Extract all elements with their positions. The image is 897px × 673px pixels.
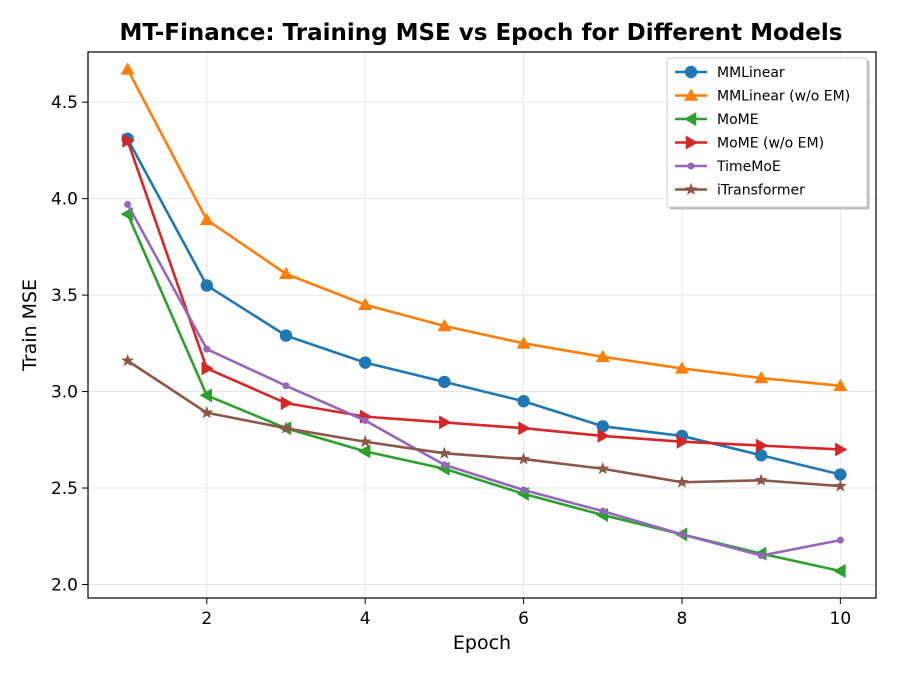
data-point	[440, 461, 448, 469]
data-point	[516, 336, 531, 349]
y-axis-label: Train MSE	[19, 279, 41, 372]
data-point	[279, 421, 293, 434]
data-point	[675, 475, 689, 488]
legend-label: MMLinear (w/o EM)	[717, 89, 850, 105]
legend-item: MoME (w/o EM)	[675, 135, 824, 152]
x-tick-label: 4	[360, 609, 371, 629]
data-point	[439, 415, 452, 430]
data-point	[278, 266, 293, 280]
data-point	[678, 530, 686, 538]
data-point	[361, 417, 369, 425]
series-mmlinear-w-o-em	[120, 62, 848, 392]
series-timemoe	[124, 200, 844, 560]
legend-item: MoME	[675, 112, 759, 128]
legend-label: MoME (w/o EM)	[717, 136, 824, 152]
data-point	[674, 361, 689, 374]
data-point	[200, 405, 214, 419]
data-point	[833, 479, 847, 492]
data-point	[358, 444, 371, 459]
data-point	[757, 552, 765, 560]
data-point	[437, 318, 452, 332]
data-point	[358, 434, 372, 448]
legend-label: iTransformer	[717, 183, 805, 199]
y-tick-label: 3.0	[51, 383, 78, 403]
y-tick-label: 2.5	[51, 479, 78, 499]
legend-swatch-marker	[685, 135, 698, 150]
data-point	[520, 486, 528, 494]
data-point	[517, 395, 530, 408]
chart-title: MT-Finance: Training MSE vs Epoch for Di…	[120, 20, 843, 46]
y-tick-label: 4.5	[51, 93, 78, 113]
data-point	[599, 507, 607, 515]
data-point	[833, 378, 848, 392]
series-line	[126, 139, 842, 451]
legend-swatch-marker	[687, 162, 695, 170]
series-itransformer	[121, 353, 847, 492]
data-point	[201, 361, 214, 376]
legend: MMLinear MMLinear (w/o EM) MoME MoME (w/o E…	[666, 57, 870, 210]
data-point	[754, 473, 768, 486]
data-point	[120, 62, 135, 75]
data-point	[199, 388, 213, 403]
data-point	[122, 133, 135, 148]
x-tick-label: 2	[201, 609, 212, 629]
data-point	[517, 452, 531, 465]
legend-item: TimeMoE	[675, 159, 781, 175]
series-line	[126, 359, 842, 488]
ticks: 2 4 6 8 10 2.0 2.5 3.0 3.5 4.0 4.5	[51, 93, 851, 629]
data-point	[836, 536, 844, 544]
data-point	[833, 563, 846, 578]
data-point	[358, 297, 373, 310]
data-point	[282, 382, 290, 390]
legend-item: iTransformer	[675, 183, 805, 199]
y-tick-label: 3.5	[51, 286, 78, 306]
data-point	[595, 349, 610, 363]
data-point	[121, 353, 135, 367]
data-point	[203, 345, 211, 353]
legend-swatch-marker	[684, 88, 698, 101]
x-axis-label: Epoch	[453, 632, 511, 654]
data-point	[437, 446, 451, 459]
data-point	[597, 428, 610, 443]
data-point	[280, 396, 293, 411]
data-point	[199, 212, 214, 226]
plot-frame	[87, 51, 877, 599]
data-point	[358, 356, 372, 369]
data-point	[835, 442, 848, 457]
legend-label: TimeMoE	[716, 159, 781, 175]
x-tick-label: 6	[518, 609, 529, 629]
series-line	[126, 68, 842, 388]
series-line	[126, 203, 842, 557]
legend-label: MoME	[717, 112, 759, 128]
series-layer	[120, 62, 848, 578]
data-point	[676, 434, 689, 449]
y-tick-label: 2.0	[51, 575, 78, 595]
data-point	[124, 200, 132, 208]
data-point	[518, 421, 531, 436]
x-tick-label: 10	[830, 609, 852, 629]
data-point	[596, 461, 610, 475]
data-point	[200, 279, 213, 292]
data-point	[755, 438, 769, 453]
legend-item: MMLinear (w/o EM)	[675, 88, 850, 105]
series-mome-w-o-em	[122, 133, 848, 457]
legend-swatch-marker	[684, 65, 698, 79]
data-point	[279, 329, 293, 342]
y-tick-label: 4.0	[51, 190, 78, 210]
data-point	[754, 371, 769, 384]
data-point	[834, 468, 847, 481]
legend-swatch-marker	[684, 112, 697, 126]
legend-swatch-marker	[684, 182, 698, 195]
legend-box	[666, 57, 868, 208]
x-tick-label: 8	[677, 609, 688, 629]
series-line	[126, 137, 842, 476]
legend-label: MMLinear	[717, 65, 785, 81]
data-point	[438, 375, 451, 389]
legend-item: MMLinear	[675, 65, 785, 81]
data-point	[596, 420, 609, 433]
data-point	[754, 449, 768, 462]
